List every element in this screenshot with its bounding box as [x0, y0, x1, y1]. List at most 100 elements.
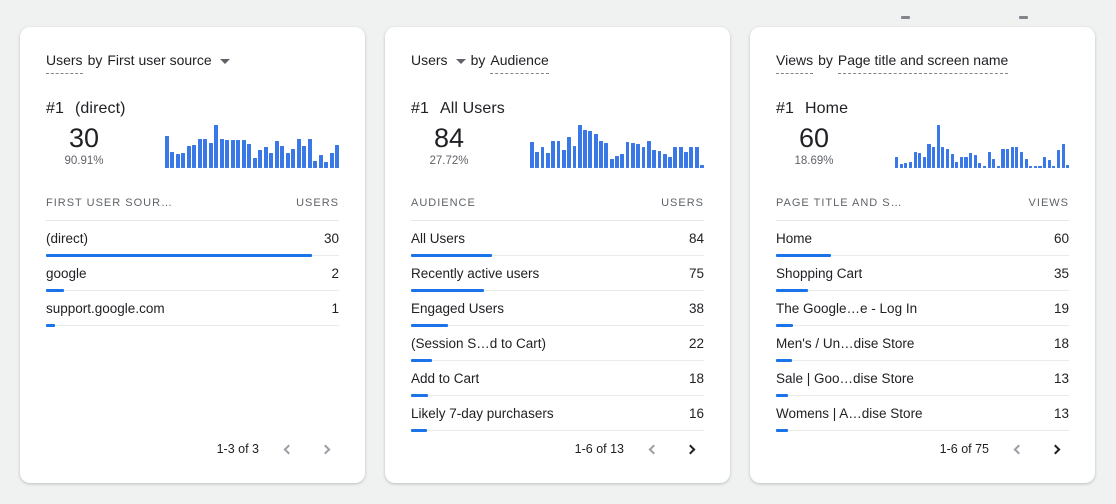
sparkline-bar: [572, 145, 577, 168]
next-page-button[interactable]: [680, 441, 704, 457]
card-title-segment[interactable]: Views: [776, 51, 814, 74]
row-label: (direct): [46, 230, 89, 246]
sparkline-bar: [673, 147, 678, 168]
sparkline-bar: [652, 149, 656, 168]
row-bar: [411, 429, 427, 432]
sparkline-bar: [593, 133, 598, 168]
top-item-rank: #1: [46, 100, 64, 117]
sparkline-bar: [203, 139, 208, 168]
sparkline-bar: [1047, 160, 1051, 168]
card-title-segment[interactable]: Page title and screen name: [837, 51, 1009, 74]
prev-page-button[interactable]: [1005, 441, 1029, 457]
sparkline-bar: [545, 152, 550, 168]
next-page-button[interactable]: [315, 441, 339, 457]
sparkline-bar: [1024, 158, 1028, 168]
row-label: google: [46, 265, 87, 281]
row-label: Men's / Un…dise Store: [776, 335, 915, 351]
row-bar: [411, 359, 433, 362]
sparkline-bar: [922, 157, 926, 168]
card-title-segment[interactable]: Users: [411, 52, 448, 68]
card-title-segment: by: [818, 52, 833, 68]
sparkline-bar: [609, 159, 614, 168]
table-header-metric: VIEWS: [1028, 197, 1069, 209]
sparkline-bar: [219, 138, 224, 168]
card-title-segment[interactable]: Audience: [490, 51, 549, 74]
card-title-segment[interactable]: Users: [46, 51, 83, 74]
sparkline-bar: [908, 161, 912, 168]
row-bar: [776, 394, 788, 397]
sparkline-bar: [285, 152, 290, 168]
sparkline-bar: [615, 155, 619, 168]
sparkline-bar: [646, 141, 651, 168]
sparkline-bar: [335, 145, 339, 168]
sparkline-bar: [225, 140, 230, 168]
sparkline-bar: [973, 155, 977, 168]
sparkline-bar: [535, 151, 540, 168]
sparkline-bar: [280, 146, 285, 168]
row-value: 13: [1053, 370, 1069, 386]
highlight-row: 84 27.72%: [411, 123, 704, 168]
sparkline: [895, 125, 1070, 168]
table-header-dimension: AUDIENCE: [411, 197, 476, 209]
sparkline-bar: [1056, 149, 1060, 168]
row-bar: [411, 289, 484, 292]
prev-page-button[interactable]: [275, 441, 299, 457]
chevron-right-icon: [1050, 444, 1061, 454]
sparkline-bar: [540, 147, 545, 168]
chevron-left-icon: [648, 444, 659, 454]
overview-card: Users by Audience #1 All Users 84 27.72% A…: [385, 27, 730, 483]
sparkline-bar: [918, 152, 922, 168]
prev-page-button[interactable]: [640, 441, 664, 457]
row-value: 30: [323, 230, 339, 246]
table-row: (direct) 30: [46, 221, 339, 257]
sparkline-bar: [982, 166, 986, 168]
row-bar: [776, 429, 788, 432]
sparkline-bar: [657, 150, 662, 168]
sparkline-bar: [556, 141, 561, 168]
sparkline-bar: [689, 146, 694, 168]
table-row: (Session S…d to Cart) 22: [411, 326, 704, 362]
table-body: Home 60 Shopping Cart 35 The Google…e - …: [776, 221, 1069, 432]
table-row: Home 60: [776, 221, 1069, 257]
sparkline-bar: [950, 154, 954, 168]
sparkline-bar: [927, 144, 931, 168]
row-label: Home: [776, 230, 813, 246]
top-item-rank: #1: [411, 100, 429, 117]
top-item-value: 84: [433, 123, 465, 153]
table-body: (direct) 30 google 2 support.google.com …: [46, 221, 339, 327]
row-label: All Users: [411, 230, 466, 246]
row-label: Engaged Users: [411, 300, 505, 316]
sparkline-bar: [913, 151, 917, 168]
top-item-line: #1 All Users: [411, 100, 704, 118]
sparkline-bar: [269, 152, 274, 168]
card-title: Views by Page title and screen name: [776, 51, 1069, 74]
sparkline-bar: [1006, 148, 1010, 168]
pagination: 1-6 of 13: [411, 441, 704, 457]
card-title-segment[interactable]: First user source: [107, 52, 212, 68]
dropdown-caret-icon[interactable]: [455, 58, 466, 64]
sparkline-bar: [630, 143, 635, 168]
sparkline-bar: [1061, 144, 1065, 168]
row-label: Sale | Goo…dise Store: [776, 370, 914, 386]
sparkline-bar: [236, 140, 241, 168]
next-page-button[interactable]: [1045, 441, 1069, 457]
sparkline-bar: [620, 154, 625, 168]
dropdown-caret-icon[interactable]: [219, 58, 230, 64]
pagination: 1-3 of 3: [46, 441, 339, 457]
sparkline-bar: [291, 149, 296, 168]
sparkline-bar: [1043, 157, 1047, 168]
top-item-rank: #1: [776, 100, 794, 117]
row-value: 16: [688, 405, 704, 421]
sparkline-bar: [258, 149, 263, 168]
table-row: Engaged Users 38: [411, 291, 704, 327]
sparkline-bar: [1010, 146, 1014, 168]
sparkline-bar: [530, 142, 534, 168]
row-label: Shopping Cart: [776, 265, 863, 281]
table-row: Womens | A…dise Store 13: [776, 396, 1069, 432]
sparkline-bar: [1019, 151, 1023, 168]
card-title: Users by First user source: [46, 51, 339, 74]
sparkline-bar: [247, 144, 252, 168]
table-row: Recently active users 75: [411, 256, 704, 292]
highlight-row: 30 90.91%: [46, 123, 339, 168]
sparkline-bar: [588, 131, 593, 168]
